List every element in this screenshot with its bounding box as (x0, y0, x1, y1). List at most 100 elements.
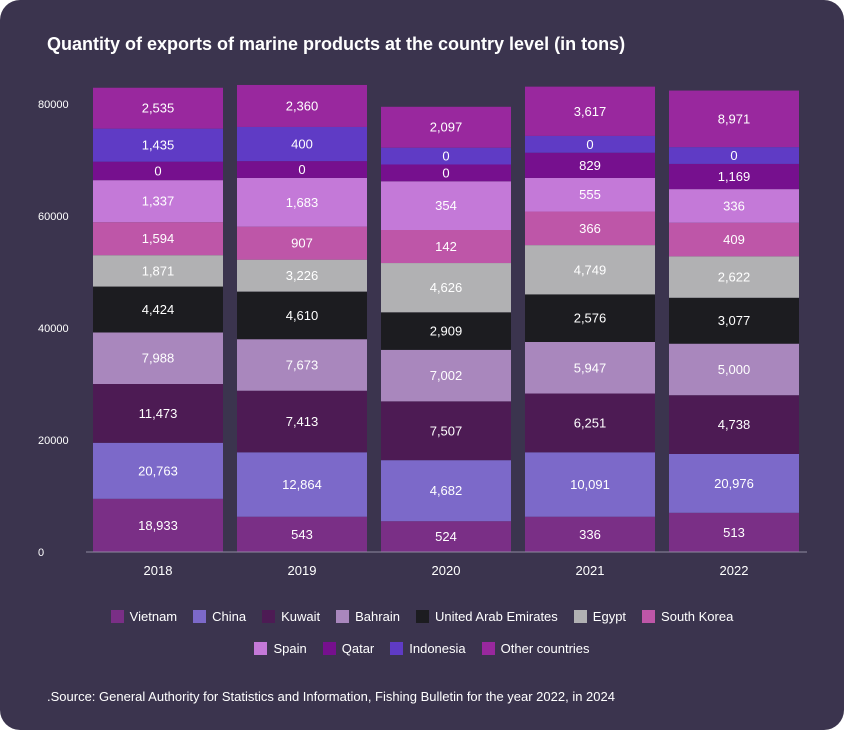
bar-segment-south-korea-2019 (237, 226, 367, 260)
y-tick-label: 40000 (38, 323, 69, 335)
bar-value-label: 1,871 (142, 263, 175, 278)
bar-segment-china-2018 (93, 442, 223, 499)
legend-item-uae: United Arab Emirates (415, 609, 558, 624)
legend-swatch-egypt (573, 610, 587, 623)
bar-segment-kuwait-2019 (237, 390, 367, 453)
bar-segment-south-korea-2022 (669, 222, 799, 257)
bar-segment-vietnam-2019 (237, 516, 367, 552)
bar-segment-other-countries-2021 (525, 86, 655, 136)
bar-value-label: 336 (723, 198, 745, 213)
bar-value-label: 400 (291, 137, 313, 152)
bar-value-label: 354 (435, 198, 457, 213)
bar-segment-vietnam-2018 (93, 498, 223, 552)
bar-value-label: 829 (579, 158, 601, 173)
legend-label-egypt: Egypt (592, 609, 627, 624)
bar-value-label: 20,763 (138, 463, 178, 478)
bar-segment-kuwait-2021 (525, 393, 655, 453)
bar-segment-united-arab-emirates-2021 (525, 294, 655, 342)
bar-value-label: 2,909 (430, 324, 463, 339)
bar-value-label: 142 (435, 239, 457, 254)
bar-value-label: 4,749 (574, 262, 607, 277)
y-tick-label: 20000 (38, 435, 69, 447)
bar-segment-spain-2021 (525, 177, 655, 212)
x-tick-label: 2019 (288, 563, 317, 578)
legend-swatch-south-korea (642, 610, 656, 623)
bar-value-label: 7,002 (430, 368, 463, 383)
bar-value-label: 3,077 (718, 313, 751, 328)
bar-value-label: 18,933 (138, 518, 178, 533)
bar-value-label: 524 (435, 529, 457, 544)
bar-segment-egypt-2019 (237, 259, 367, 292)
bar-segment-bahrain-2022 (669, 343, 799, 396)
bar-value-label: 1,435 (142, 138, 175, 153)
bar-segment-indonesia-2021 (525, 135, 655, 153)
bar-value-label: 513 (723, 525, 745, 540)
bar-segment-china-2021 (525, 452, 655, 517)
bar-segment-china-2020 (381, 460, 511, 522)
legend-swatch-other-countries (481, 642, 495, 655)
bar-value-label: 543 (291, 527, 313, 542)
legend-item-spain: Spain (254, 641, 307, 656)
legend-label-bahrain: Bahrain (355, 609, 400, 624)
bar-segment-qatar-2018 (93, 161, 223, 181)
legend-swatch-indonesia (390, 642, 404, 655)
bar-segment-other-countries-2022 (669, 90, 799, 148)
bar-segment-qatar-2022 (669, 163, 799, 190)
bar-segment-qatar-2021 (525, 152, 655, 178)
bar-value-label: 366 (579, 221, 601, 236)
bar-value-label: 7,673 (286, 357, 319, 372)
bar-value-label: 4,682 (430, 483, 463, 498)
legend-row-2: Spain Qatar Indonesia Other countries (40, 641, 804, 656)
bar-segment-indonesia-2020 (381, 147, 511, 165)
bar-segment-other-countries-2020 (381, 106, 511, 148)
source-note: .Source: General Authority for Statistic… (47, 689, 615, 704)
bar-value-label: 8,971 (718, 111, 751, 126)
legend-label-indonesia: Indonesia (409, 641, 466, 656)
bar-segment-egypt-2020 (381, 263, 511, 313)
bar-value-label: 2,576 (574, 311, 607, 326)
legend-item-other-countries: Other countries (481, 641, 590, 656)
legend-label-kuwait: Kuwait (281, 609, 321, 624)
bar-segment-other-countries-2018 (93, 87, 223, 129)
bar-segment-qatar-2020 (381, 164, 511, 182)
legend-label-other-countries: Other countries (500, 641, 590, 656)
bar-value-label: 4,626 (430, 280, 463, 295)
legend-item-bahrain: Bahrain (336, 609, 400, 624)
legend-swatch-kuwait (262, 610, 276, 623)
bar-segment-kuwait-2022 (669, 395, 799, 454)
bar-segment-china-2022 (669, 454, 799, 513)
bar-segment-south-korea-2020 (381, 230, 511, 264)
bar-value-label: 7,507 (430, 423, 463, 438)
bar-value-label: 10,091 (570, 477, 610, 492)
bar-segment-spain-2022 (669, 189, 799, 223)
bar-segment-spain-2019 (237, 177, 367, 227)
bar-segment-bahrain-2018 (93, 332, 223, 384)
bar-value-label: 1,337 (142, 194, 175, 209)
x-tick-label: 2022 (720, 563, 749, 578)
legend-item-egypt: Egypt (573, 609, 627, 624)
bar-value-label: 0 (298, 162, 305, 177)
bar-segment-egypt-2022 (669, 256, 799, 298)
bar-segment-vietnam-2021 (525, 516, 655, 552)
bar-segment-vietnam-2022 (669, 512, 799, 552)
y-tick-label: 80000 (38, 99, 69, 111)
legend-item-kuwait: Kuwait (262, 609, 320, 624)
legend-item-qatar: Qatar (322, 641, 374, 656)
bar-segment-vietnam-2020 (381, 521, 511, 552)
bar-value-label: 3,617 (574, 104, 607, 119)
bar-value-label: 0 (442, 165, 449, 180)
legend-swatch-vietnam (110, 610, 124, 623)
bar-segment-other-countries-2019 (237, 84, 367, 127)
legend-swatch-china (193, 610, 207, 623)
legend-item-vietnam: Vietnam (110, 609, 178, 624)
bar-segment-bahrain-2019 (237, 339, 367, 391)
legend-label-vietnam: Vietnam (129, 609, 178, 624)
bar-value-label: 11,473 (139, 406, 178, 421)
bar-value-label: 12,864 (282, 477, 322, 492)
bar-segment-united-arab-emirates-2018 (93, 286, 223, 333)
bar-segment-south-korea-2018 (93, 222, 223, 256)
bar-segment-egypt-2021 (525, 245, 655, 295)
bar-segment-south-korea-2021 (525, 211, 655, 246)
bar-value-label: 20,976 (714, 476, 754, 491)
